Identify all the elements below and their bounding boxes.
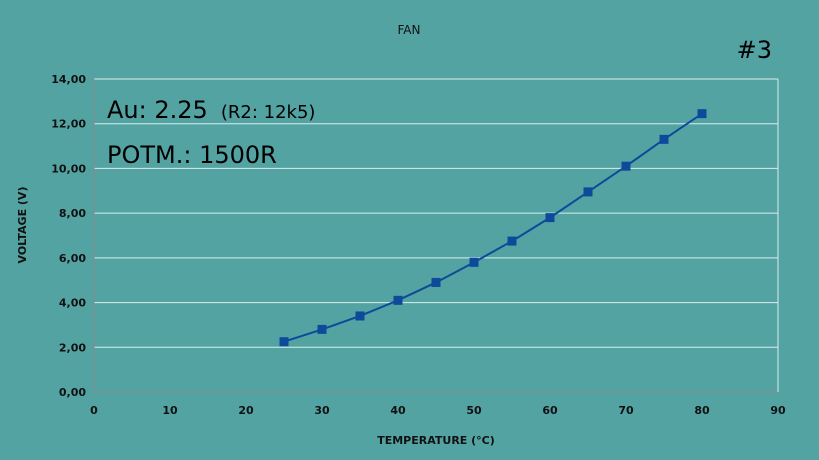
y-tick-label: 12,00	[51, 118, 86, 131]
x-tick-label: 30	[314, 404, 330, 417]
series-line	[283, 112, 703, 343]
annotation-gain: Au: 2.25 (R2: 12k5)	[107, 96, 315, 124]
data-point-marker	[659, 134, 669, 144]
x-tick-label: 50	[466, 404, 482, 417]
x-axis-label: TEMPERATURE (°C)	[377, 434, 495, 447]
data-point-marker	[393, 295, 403, 305]
y-tick-label: 0,00	[59, 386, 86, 399]
data-point-marker	[545, 213, 555, 223]
annotation-potentiometer: POTM.: 1500R	[107, 141, 277, 169]
y-tick-label: 2,00	[59, 341, 86, 354]
x-tick-labels: 0 10 20 30 40 50 60 70 80 90	[90, 404, 786, 417]
x-tick-label: 80	[694, 404, 710, 417]
x-tick-label: 60	[542, 404, 558, 417]
x-tick-label: 90	[770, 404, 786, 417]
y-tick-label: 10,00	[51, 162, 86, 175]
data-point-marker	[279, 337, 289, 347]
y-tick-label: 4,00	[59, 297, 86, 310]
axes	[93, 79, 779, 393]
annotation-resistor: (R2: 12k5)	[221, 102, 316, 123]
data-point-marker	[507, 236, 517, 246]
x-tick-label: 20	[238, 404, 254, 417]
data-point-marker	[469, 257, 479, 267]
data-point-marker	[431, 277, 441, 287]
x-tick-label: 10	[162, 404, 178, 417]
series-group	[279, 109, 707, 347]
x-tick-label: 40	[390, 404, 406, 417]
x-tick-label: 70	[618, 404, 634, 417]
y-tick-label: 6,00	[59, 252, 86, 265]
y-tick-labels: 0,00 2,00 4,00 6,00 8,00 10,00 12,00 14,00	[51, 73, 86, 399]
annotation-gain-value: Au: 2.25	[107, 96, 208, 124]
chart-badge: #3	[737, 36, 772, 64]
y-tick-label: 8,00	[59, 207, 86, 220]
y-axis-label: VOLTAGE (V)	[16, 187, 29, 264]
chart-title: FAN	[398, 23, 421, 37]
y-tick-label: 14,00	[51, 73, 86, 86]
data-point-marker	[317, 324, 327, 334]
x-tick-label: 0	[90, 404, 98, 417]
gridlines	[94, 78, 778, 348]
data-point-marker	[355, 311, 365, 321]
data-point-marker	[583, 187, 593, 197]
data-point-marker	[697, 109, 707, 119]
data-point-marker	[621, 161, 631, 171]
